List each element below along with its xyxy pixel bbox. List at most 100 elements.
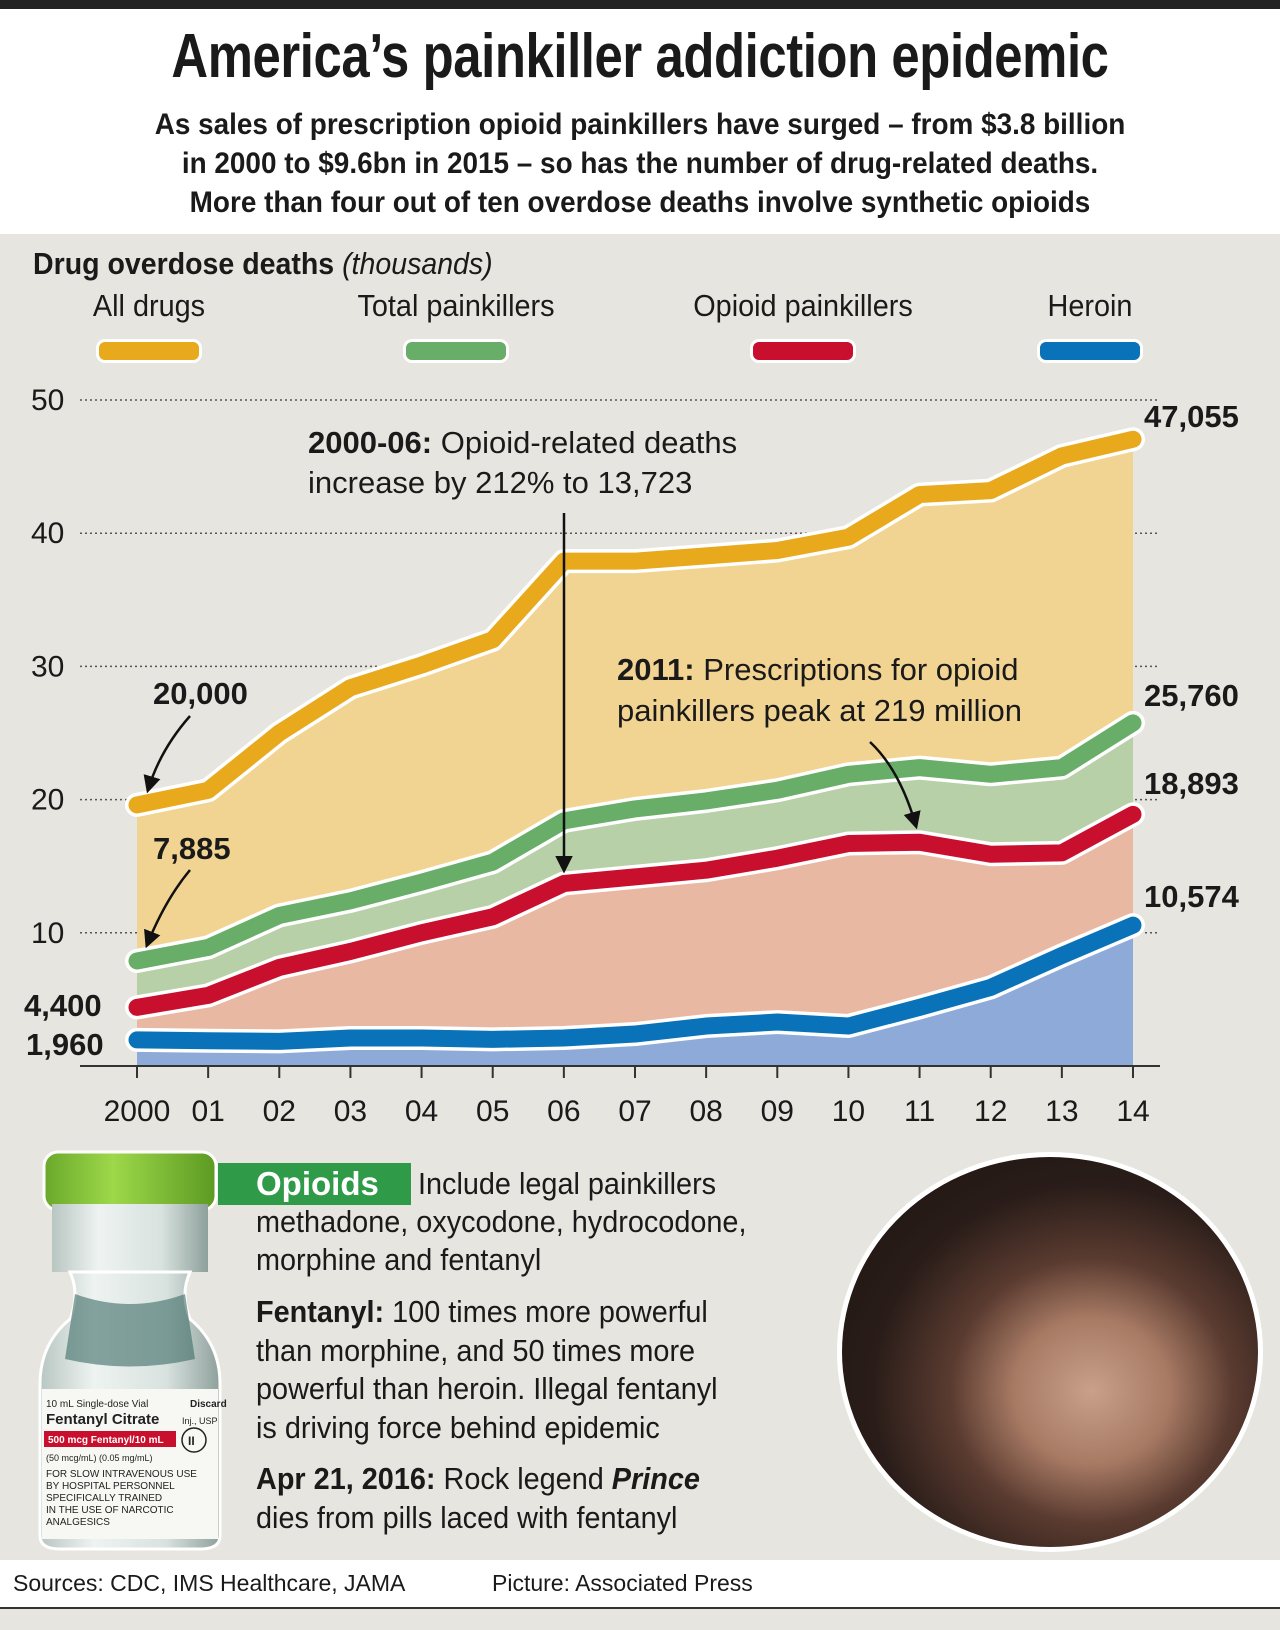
svg-text:FOR SLOW INTRAVENOUS USE: FOR SLOW INTRAVENOUS USE [46,1469,197,1480]
data-point [918,766,921,769]
x-tick-label: 10 [832,1095,865,1128]
x-tick-label: 08 [689,1095,722,1128]
subtitle-line: As sales of prescription opioid painkill… [154,108,1126,141]
x-tick-label: 04 [405,1095,438,1128]
data-point [207,789,210,792]
x-tick-label: 06 [547,1095,580,1128]
data-point [1132,924,1134,927]
data-point [1132,438,1134,441]
data-point [918,841,921,844]
x-tick-label: 12 [974,1095,1007,1128]
legend-label: Total painkillers [357,288,555,323]
svg-text:Inj., USP: Inj., USP [182,1416,218,1426]
data-label: 4,400 [24,988,102,1023]
svg-text:Fentanyl Citrate: Fentanyl Citrate [46,1411,159,1428]
data-point [847,536,850,539]
data-point [278,732,281,734]
x-tick-label: 07 [618,1095,651,1128]
prince-text: Apr 21, 2016: Rock legend Prince [256,1461,700,1496]
arrow-7885 [144,869,191,949]
fentanyl-text: than morphine, and 50 times more [256,1333,696,1368]
opioids-badge: Opioids [218,1163,411,1205]
data-point [847,842,850,845]
annotation-2000-06-line2: increase by 212% to 13,723 [308,465,692,500]
data-point [634,1033,636,1036]
data-point [278,1040,281,1043]
x-tick-label: 05 [476,1095,509,1128]
legend-label: All drugs [92,288,206,323]
x-tick-label: 2000 [104,1095,171,1128]
y-tick-label: 10 [31,917,64,950]
data-point [634,807,636,810]
opioids-text: methadone, oxycodone, hydrocodone, [256,1204,747,1239]
data-point [776,1021,779,1024]
subtitle-line: in 2000 to $9.6bn in 2015 – so has the n… [181,147,1099,180]
chart-title-unit: (thousands) [342,246,493,281]
data-point [562,1037,565,1040]
data-point [420,931,423,934]
data-point [634,560,636,563]
data-point [705,1025,708,1028]
chart-title: Drug overdose deaths (thousands) [33,246,493,282]
data-point [1060,766,1063,769]
data-point [491,915,494,918]
arrow-2011 [869,741,921,830]
data-point [491,638,494,641]
header [0,9,1280,234]
svg-text:Discard: Discard [190,1399,227,1410]
fentanyl-text: Fentanyl: 100 times more powerful [256,1294,708,1329]
svg-text:500 mcg Fentanyl/10 mL: 500 mcg Fentanyl/10 mL [48,1435,164,1446]
data-point [776,857,779,860]
svg-text:BY HOSPITAL PERSONNEL: BY HOSPITAL PERSONNEL [46,1481,175,1492]
page-title: America’s painkiller addiction epidemic [171,22,1109,91]
fentanyl-vial-image: 10 mL Single-dose Vial Discard Fentanyl … [38,1150,227,1551]
svg-text:SPECIFICALLY TRAINED: SPECIFICALLY TRAINED [46,1493,162,1504]
x-tick-label: 01 [191,1095,224,1128]
data-point [136,1006,138,1009]
area-opioid-painkillers [137,814,1133,1066]
prince-photo [837,1152,1263,1552]
svg-text:IN THE USE OF NARCOTIC: IN THE USE OF NARCOTIC [46,1505,174,1516]
annotation-2000-06: 2000-06: Opioid-related deaths [308,425,737,460]
data-label: 7,885 [153,831,231,866]
data-point [207,946,210,949]
legend-swatch-heroin [1037,339,1143,363]
data-point [207,994,210,997]
data-point [1132,721,1134,724]
data-point [136,959,138,962]
y-tick-label: 20 [31,784,64,817]
data-label: 25,760 [1144,678,1239,713]
legend-label: Opioid painkillers [693,288,913,323]
y-tick-label: 40 [31,517,64,550]
chart-title-text: Drug overdose deaths [33,246,335,281]
opioids-text: morphine and fentanyl [256,1242,542,1277]
data-point [1060,454,1063,457]
data-point [1060,851,1063,854]
data-point [989,986,992,989]
data-point [776,789,779,792]
svg-text:II: II [188,1434,195,1448]
opioids-text: Include legal painkillers [418,1166,717,1201]
fentanyl-text: powerful than heroin. Illegal fentanyl [256,1371,718,1406]
x-tick-label: 13 [1045,1095,1078,1128]
y-tick-label: 30 [31,650,64,683]
x-tick-label: 02 [263,1095,296,1128]
data-label: 10,574 [1144,879,1240,914]
data-point [349,686,352,689]
arrow-20000 [143,715,191,794]
data-point [562,882,565,885]
data-label: 47,055 [1144,399,1239,434]
chart: 10 20 30 40 50 2000 01 02 03 04 05 06 07 08 09 10 11 12 1… [24,384,1240,1128]
picture-credit: Picture: Associated Press [492,1570,753,1596]
data-point [1060,954,1063,957]
data-point [705,799,708,802]
data-point [349,899,352,902]
data-point [136,803,138,806]
prince-text: dies from pills laced with fentanyl [256,1500,678,1535]
legend-swatch-total-painkillers [403,339,509,363]
x-tick-label: 11 [904,1095,935,1128]
fentanyl-text: is driving force behind epidemic [256,1410,660,1445]
y-tick-label: 50 [31,384,64,417]
annotation-2011-line2: painkillers peak at 219 million [617,693,1022,728]
annotation-2011: 2011: Prescriptions for opioid [617,652,1019,687]
